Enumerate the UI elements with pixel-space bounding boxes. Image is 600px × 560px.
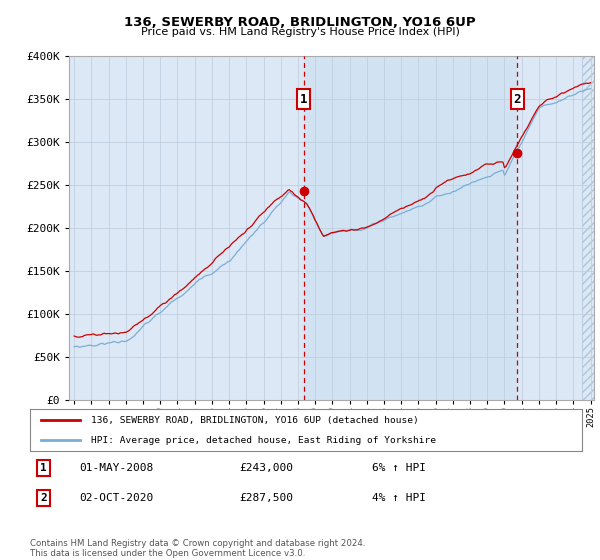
- Text: 02-OCT-2020: 02-OCT-2020: [80, 493, 154, 503]
- Text: 4% ↑ HPI: 4% ↑ HPI: [372, 493, 426, 503]
- Text: 1: 1: [300, 92, 307, 105]
- Text: £287,500: £287,500: [240, 493, 294, 503]
- Text: 01-MAY-2008: 01-MAY-2008: [80, 463, 154, 473]
- Text: 1: 1: [40, 463, 47, 473]
- Text: 6% ↑ HPI: 6% ↑ HPI: [372, 463, 426, 473]
- Text: £243,000: £243,000: [240, 463, 294, 473]
- Text: 2: 2: [40, 493, 47, 503]
- Text: Price paid vs. HM Land Registry's House Price Index (HPI): Price paid vs. HM Land Registry's House …: [140, 27, 460, 38]
- Bar: [582, 56, 599, 400]
- Text: 136, SEWERBY ROAD, BRIDLINGTON, YO16 6UP (detached house): 136, SEWERBY ROAD, BRIDLINGTON, YO16 6UP…: [91, 416, 418, 424]
- Text: Contains HM Land Registry data © Crown copyright and database right 2024.
This d: Contains HM Land Registry data © Crown c…: [30, 539, 365, 558]
- Text: 136, SEWERBY ROAD, BRIDLINGTON, YO16 6UP: 136, SEWERBY ROAD, BRIDLINGTON, YO16 6UP: [124, 16, 476, 29]
- Text: HPI: Average price, detached house, East Riding of Yorkshire: HPI: Average price, detached house, East…: [91, 436, 436, 445]
- Bar: [304, 56, 517, 400]
- Text: 2: 2: [514, 92, 521, 105]
